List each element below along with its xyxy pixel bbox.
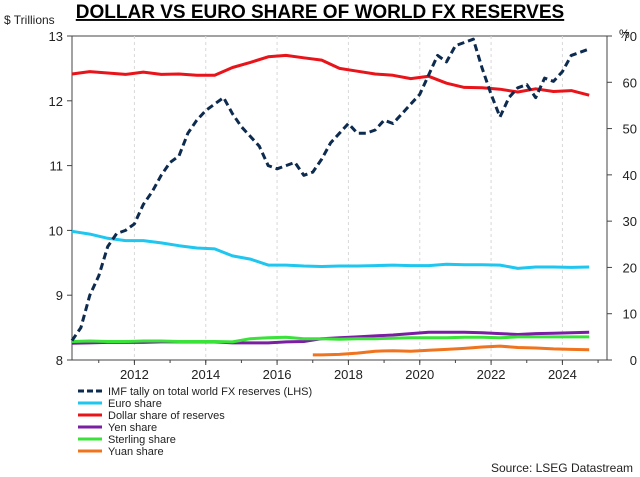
source-note: Source: LSEG Datastream — [491, 461, 633, 475]
x-tick-label-2022: 2022 — [477, 367, 506, 382]
x-tick-label-2016: 2016 — [263, 367, 292, 382]
x-tick-label-2018: 2018 — [334, 367, 363, 382]
right-y-tick-label-50: 50 — [623, 122, 637, 137]
left-y-tick-label-11: 11 — [50, 159, 64, 174]
plot-frame — [71, 35, 608, 361]
x-tick-label-2014: 2014 — [191, 367, 220, 382]
legend-label-yuan-share: Yuan share — [108, 446, 164, 458]
series-line-euro-share — [71, 229, 590, 270]
left-y-tick-label-8: 8 — [56, 353, 63, 368]
right-axis-label: % — [619, 27, 630, 41]
x-tick-label-2012: 2012 — [120, 367, 149, 382]
left-y-tick-label-12: 12 — [49, 94, 63, 109]
right-y-tick-label-40: 40 — [623, 168, 637, 183]
right-y-tick-label-30: 30 — [623, 214, 637, 229]
legend-label-imf-tally-on-total-world-fx-reserves-lhs: IMF tally on total world FX reserves (LH… — [108, 386, 312, 398]
series-line-yuan-share — [312, 344, 590, 357]
plot-area: 2012 2014 2016 2018 2020 2022 2024 8 9 10 11 12 13 0 1… — [49, 29, 637, 382]
right-y-tick-label-20: 20 — [623, 260, 637, 275]
series-line-dollar-share-of-reserves — [71, 53, 590, 97]
legend-label-sterling-share: Sterling share — [108, 434, 176, 446]
legend-label-yen-share: Yen share — [108, 422, 157, 434]
x-tick-label-2024: 2024 — [548, 367, 577, 382]
left-y-tick-label-9: 9 — [56, 288, 63, 303]
left-y-tick-label-10: 10 — [49, 223, 63, 238]
left-axis-label: $ Trillions — [4, 13, 55, 27]
legend: IMF tally on total world FX reserves (LH… — [78, 386, 312, 458]
legend-label-dollar-share-of-reserves: Dollar share of reserves — [108, 410, 225, 422]
right-y-tick-label-10: 10 — [623, 307, 637, 322]
right-y-tick-label-70: 70 — [623, 29, 637, 44]
left-y-tick-label-13: 13 — [49, 29, 63, 44]
series-line-imf-tally-on-total-world-fx-reserves-lhs — [70, 37, 590, 342]
right-y-tick-label-60: 60 — [623, 75, 637, 90]
right-y-tick-label-0: 0 — [630, 353, 637, 368]
series-line-sterling-share — [71, 335, 590, 344]
chart-title: DOLLAR VS EURO SHARE OF WORLD FX RESERVE… — [76, 2, 564, 23]
legend-label-euro-share: Euro share — [108, 398, 162, 410]
x-tick-label-2020: 2020 — [405, 367, 434, 382]
